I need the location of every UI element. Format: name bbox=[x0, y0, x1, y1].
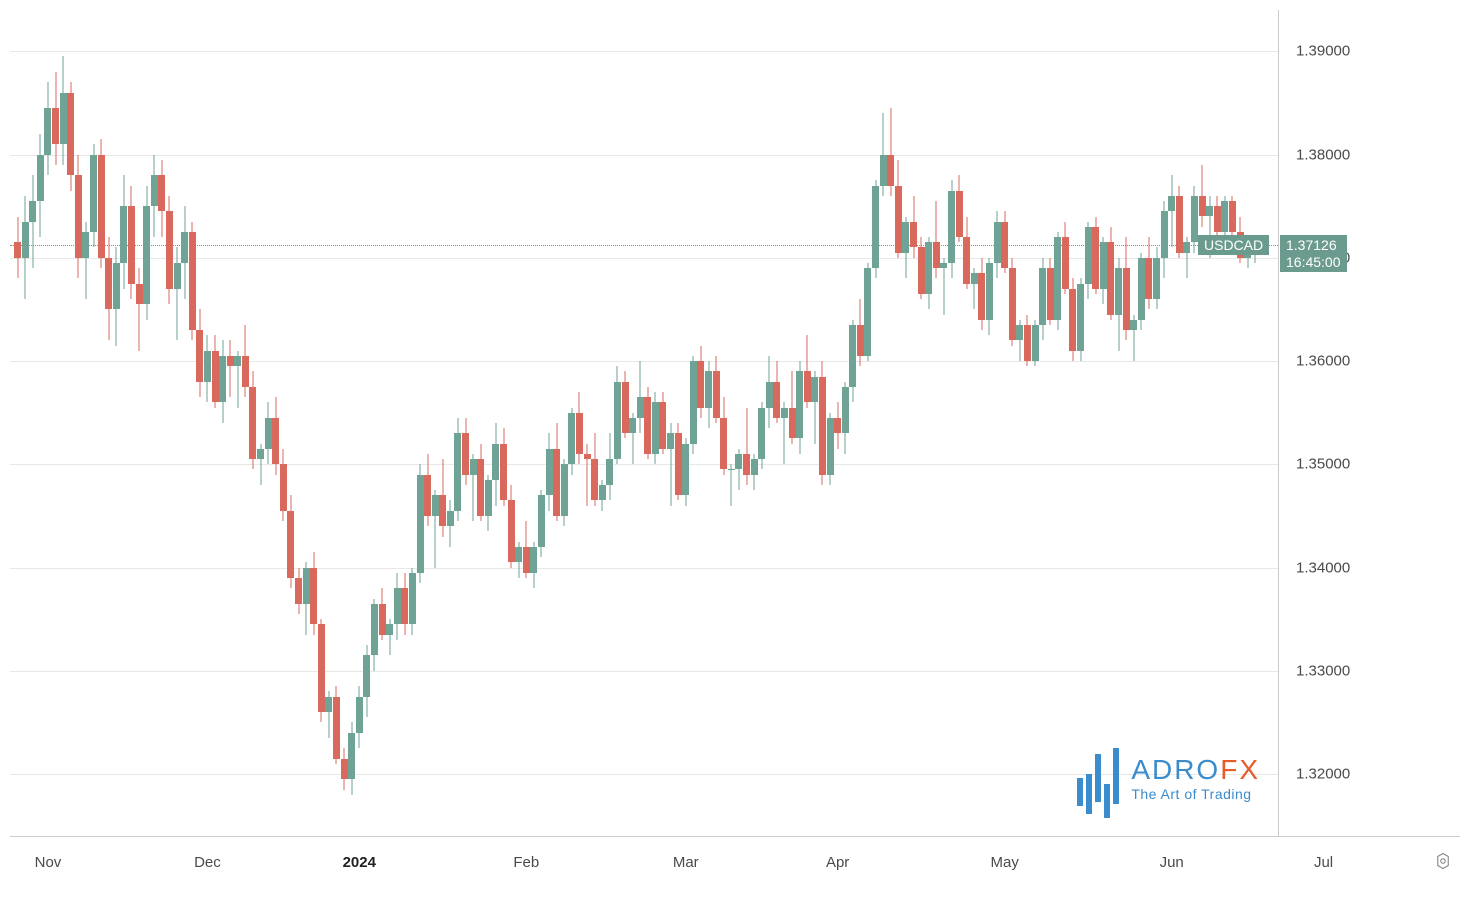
x-tick-label: May bbox=[990, 854, 1018, 871]
price-badge: 1.37126 16:45:00 bbox=[1280, 235, 1347, 273]
logo-main: ADROFX bbox=[1131, 754, 1260, 786]
y-tick-label: 1.35000 bbox=[1296, 456, 1350, 473]
x-tick-label: Jun bbox=[1160, 854, 1184, 871]
y-tick-label: 1.38000 bbox=[1296, 146, 1350, 163]
x-tick-label: Dec bbox=[194, 854, 221, 871]
x-tick-label: Apr bbox=[826, 854, 849, 871]
logo-adro: ADRO bbox=[1131, 754, 1220, 785]
y-tick-label: 1.36000 bbox=[1296, 353, 1350, 370]
brand-logo: ADROFX The Art of Trading bbox=[1077, 748, 1260, 808]
y-tick-label: 1.33000 bbox=[1296, 662, 1350, 679]
y-tick-label: 1.34000 bbox=[1296, 559, 1350, 576]
logo-tagline: The Art of Trading bbox=[1131, 786, 1260, 802]
x-tick-label: Jul bbox=[1314, 854, 1333, 871]
y-tick-label: 1.32000 bbox=[1296, 766, 1350, 783]
gear-icon[interactable] bbox=[1434, 852, 1452, 870]
y-tick-label: 1.39000 bbox=[1296, 43, 1350, 60]
x-tick-label: Feb bbox=[513, 854, 539, 871]
x-tick-label: Mar bbox=[673, 854, 699, 871]
plot-area[interactable] bbox=[10, 10, 1278, 836]
logo-text: ADROFX The Art of Trading bbox=[1131, 754, 1260, 802]
current-price: 1.37126 bbox=[1286, 237, 1341, 254]
current-time: 16:45:00 bbox=[1286, 254, 1341, 271]
logo-bars-icon bbox=[1077, 748, 1119, 808]
x-tick-label: Nov bbox=[35, 854, 62, 871]
symbol-badge: USDCAD bbox=[1198, 235, 1269, 255]
candlestick-chart[interactable]: 1.320001.330001.340001.350001.360001.370… bbox=[0, 0, 1460, 918]
x-tick-label: 2024 bbox=[343, 854, 376, 871]
logo-fx: FX bbox=[1220, 754, 1260, 785]
symbol-label: USDCAD bbox=[1204, 237, 1263, 253]
